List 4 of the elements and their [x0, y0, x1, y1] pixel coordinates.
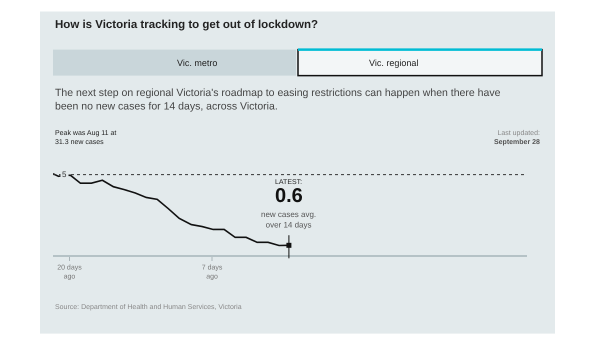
- text: Vic. metro: [177, 58, 218, 68]
- text: Vic. regional: [369, 58, 418, 68]
- chart-title: How is Victoria tracking to get out of lockdown?: [55, 19, 318, 31]
- chart-subtitle: The next step on regional Victoria's roadmap to easing restrictions can happen when there have been no new cases for 14 days, across Victoria.: [55, 87, 501, 113]
